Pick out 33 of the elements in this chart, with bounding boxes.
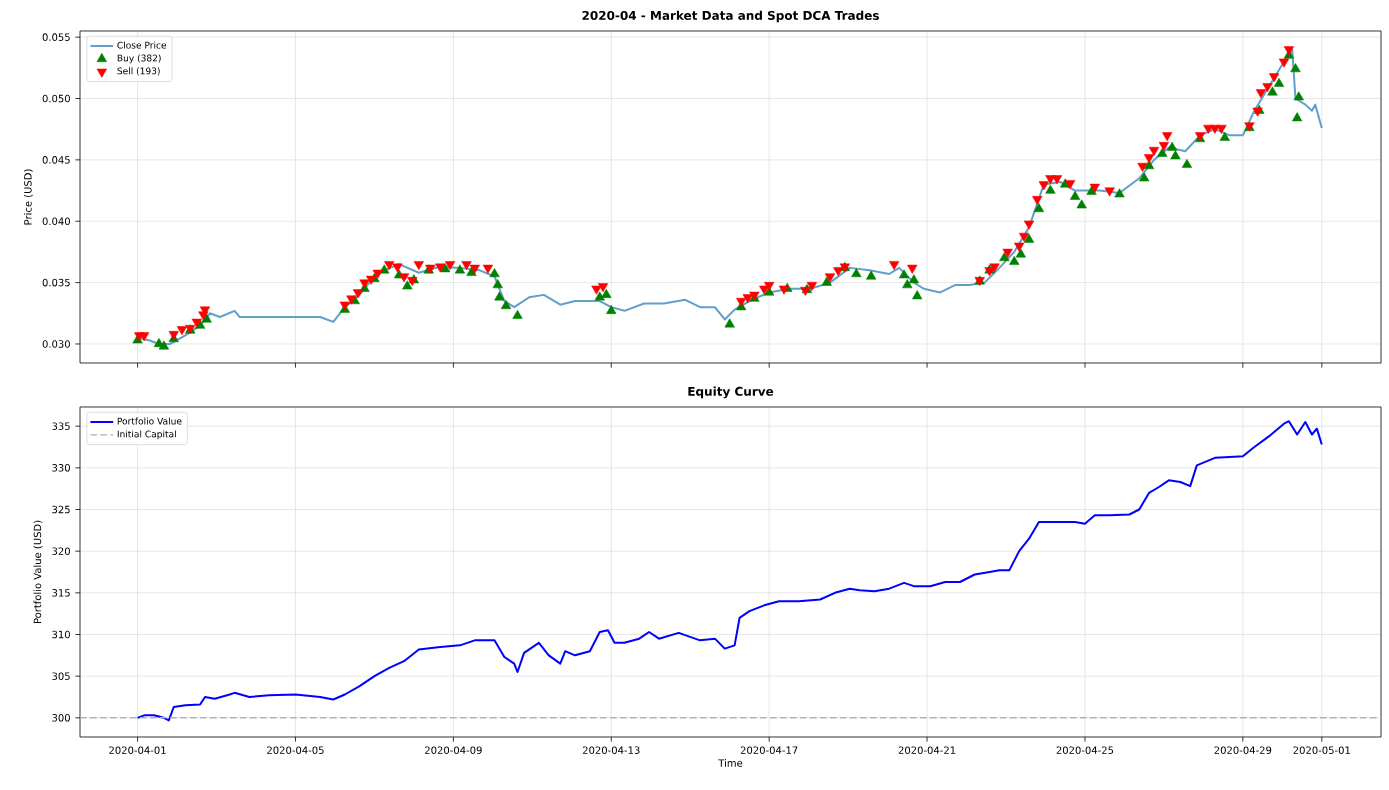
y-axis-title: Price (USD) [23, 169, 33, 225]
x-tick-label: 2020-05-01 [1293, 746, 1350, 754]
y-tick-label: 0.040 [42, 217, 70, 226]
y-tick-label: 335 [52, 422, 70, 430]
legend-label: Sell (193) [117, 67, 160, 76]
legend-label: Portfolio Value [117, 417, 182, 425]
x-tick-label: 2020-04-29 [1214, 746, 1272, 754]
y-tick-label: 0.045 [42, 156, 70, 164]
legend-label: Buy (382) [117, 54, 161, 64]
chart-title: Equity Curve [688, 386, 774, 399]
chart-title: 2020-04 - Market Data and Spot DCA Trades [582, 10, 879, 23]
x-tick-label: 2020-04-21 [898, 746, 956, 754]
x-axis-title: Time [718, 759, 743, 767]
y-tick-label: 305 [52, 672, 70, 680]
legend-label: Initial Capital [117, 430, 176, 440]
y-tick-label: 0.050 [42, 94, 70, 103]
y-tick-label: 315 [52, 589, 70, 597]
x-tick-label: 2020-04-05 [267, 746, 324, 754]
y-tick-label: 0.035 [42, 278, 70, 287]
y-tick-label: 325 [52, 505, 70, 514]
y-tick-label: 320 [52, 547, 70, 555]
x-tick-label: 2020-04-01 [109, 746, 166, 754]
x-tick-label: 2020-04-17 [740, 746, 798, 754]
x-tick-label: 2020-04-13 [582, 746, 640, 754]
legend-label: Close Price [117, 41, 167, 49]
y-tick-label: 0.030 [42, 340, 70, 348]
x-tick-label: 2020-04-25 [1056, 746, 1114, 754]
y-tick-label: 0.055 [42, 33, 70, 41]
x-tick-label: 2020-04-09 [425, 746, 482, 754]
y-tick-label: 310 [52, 630, 70, 639]
y-tick-label: 300 [52, 714, 70, 722]
y-axis-title: Portfolio Value (USD) [33, 520, 43, 624]
y-tick-label: 330 [52, 464, 70, 472]
